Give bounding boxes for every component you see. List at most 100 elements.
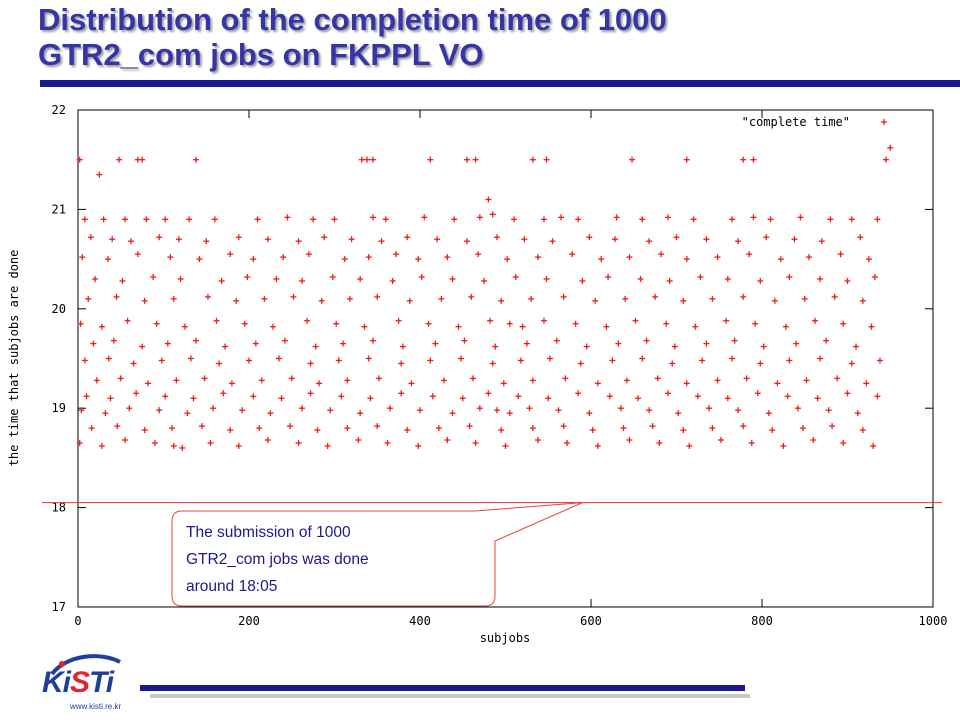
data-point — [666, 277, 673, 284]
data-point — [498, 427, 505, 434]
data-point — [502, 442, 509, 449]
data-point — [427, 156, 434, 163]
data-point — [269, 323, 276, 330]
data-point — [461, 337, 468, 344]
data-point — [709, 425, 716, 432]
data-point — [417, 407, 423, 414]
data-point — [295, 439, 302, 446]
x-tick-label: 0 — [74, 614, 81, 628]
data-point — [485, 196, 492, 203]
data-point — [170, 295, 177, 302]
data-point — [784, 393, 791, 400]
data-point — [107, 395, 114, 402]
data-point — [545, 395, 552, 402]
data-point — [481, 277, 488, 284]
data-point — [192, 156, 199, 163]
data-point — [523, 340, 530, 347]
callout-line1: The submission of 1000 — [186, 524, 351, 541]
callout-line2: GTR2_com jobs was done — [186, 551, 369, 568]
data-point — [859, 427, 866, 434]
data-point — [646, 407, 653, 414]
data-point — [151, 439, 158, 446]
data-point — [521, 236, 528, 243]
data-point — [158, 357, 165, 364]
data-point — [589, 427, 596, 434]
data-point — [817, 355, 824, 362]
data-point — [395, 317, 402, 324]
x-tick-label: 1000 — [919, 614, 948, 628]
data-point — [609, 357, 616, 364]
data-point — [93, 377, 100, 384]
data-point — [664, 214, 671, 221]
data-point — [575, 390, 582, 397]
data-point — [671, 343, 678, 350]
y-tick-label: 17 — [52, 600, 66, 614]
data-point — [664, 390, 671, 397]
data-point — [435, 425, 442, 432]
data-point — [415, 256, 422, 263]
data-point — [190, 395, 197, 402]
data-point — [529, 425, 536, 432]
data-point — [540, 216, 547, 223]
data-point — [752, 320, 759, 327]
data-point — [697, 273, 704, 280]
data-point — [654, 375, 661, 382]
data-point — [506, 320, 513, 327]
data-point — [489, 360, 496, 367]
x-tick-label: 600 — [580, 614, 602, 628]
data-point — [211, 216, 218, 223]
data-point — [444, 437, 451, 444]
data-point — [374, 423, 381, 430]
data-point — [367, 395, 374, 402]
data-point — [699, 357, 706, 364]
data-point — [254, 216, 261, 223]
y-tick-label: 19 — [52, 401, 66, 415]
data-point — [340, 340, 347, 347]
data-point — [464, 156, 471, 163]
data-point — [449, 410, 456, 417]
data-point — [806, 254, 813, 261]
data-point — [387, 405, 394, 412]
data-point — [83, 393, 90, 400]
data-point — [837, 251, 844, 258]
data-point — [709, 295, 716, 302]
data-point — [617, 405, 624, 412]
data-point — [331, 216, 338, 223]
data-point — [694, 393, 701, 400]
data-point — [466, 423, 473, 430]
logo-url: www.kisti.re.kr — [70, 702, 122, 711]
data-point — [489, 211, 496, 218]
data-point — [606, 393, 613, 400]
data-point — [203, 238, 210, 245]
legend: "complete time" — [742, 115, 887, 129]
data-point — [882, 156, 889, 163]
data-point — [729, 355, 736, 362]
data-point — [575, 216, 582, 223]
data-point — [258, 377, 265, 384]
data-point — [560, 293, 567, 300]
data-point — [275, 355, 282, 362]
data-point — [408, 380, 415, 387]
data-point — [487, 317, 494, 324]
data-point — [731, 337, 738, 344]
data-point — [564, 439, 571, 446]
y-tick-label: 21 — [52, 202, 66, 216]
data-point — [553, 337, 560, 344]
data-point — [222, 343, 229, 350]
data-point — [338, 393, 345, 400]
data-point — [134, 251, 141, 258]
data-point — [346, 295, 353, 302]
data-point — [729, 216, 736, 223]
data-point — [767, 216, 774, 223]
data-point — [555, 407, 562, 414]
data-point — [543, 275, 550, 282]
data-point — [444, 254, 451, 261]
data-point — [153, 320, 160, 327]
data-point — [492, 343, 499, 350]
data-point — [102, 410, 109, 417]
data-point — [529, 377, 536, 384]
data-point — [156, 234, 163, 241]
data-point — [139, 343, 146, 350]
data-point — [594, 380, 601, 387]
data-point — [310, 216, 317, 223]
